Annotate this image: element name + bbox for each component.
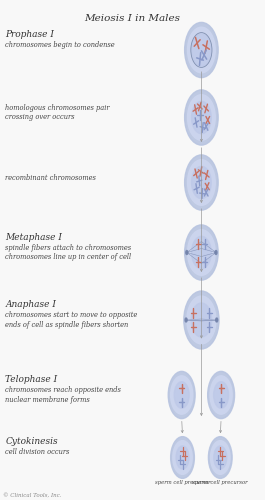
Text: homologous chromosomes pair
crossing over occurs: homologous chromosomes pair crossing ove… <box>5 104 110 122</box>
Ellipse shape <box>188 160 215 206</box>
Ellipse shape <box>214 446 227 469</box>
Ellipse shape <box>168 372 195 418</box>
Ellipse shape <box>208 436 232 478</box>
Text: Anaphase I: Anaphase I <box>5 300 56 309</box>
Text: Metaphase I: Metaphase I <box>5 232 62 241</box>
Text: Prophase I: Prophase I <box>5 30 54 39</box>
Ellipse shape <box>184 291 219 349</box>
Text: chromosomes start to move to opposite
ends of cell as spindle fibers shorten: chromosomes start to move to opposite en… <box>5 311 138 329</box>
Ellipse shape <box>192 236 211 268</box>
Text: recombinant chromosomes: recombinant chromosomes <box>5 174 96 182</box>
Ellipse shape <box>185 225 218 280</box>
Ellipse shape <box>191 303 212 337</box>
Ellipse shape <box>186 250 188 254</box>
Ellipse shape <box>187 296 216 344</box>
Ellipse shape <box>210 376 232 414</box>
Ellipse shape <box>188 230 215 276</box>
Ellipse shape <box>185 90 218 145</box>
Ellipse shape <box>192 34 211 66</box>
Ellipse shape <box>211 440 230 474</box>
Text: Meiosis I in Males: Meiosis I in Males <box>85 14 180 23</box>
Text: Cytokinesis: Cytokinesis <box>5 438 58 446</box>
Text: chromosomes begin to condense: chromosomes begin to condense <box>5 41 115 49</box>
Ellipse shape <box>216 318 218 322</box>
Text: cell division occurs: cell division occurs <box>5 448 70 456</box>
Ellipse shape <box>214 382 229 408</box>
Text: sperm cell precursor: sperm cell precursor <box>155 480 210 484</box>
Ellipse shape <box>173 440 192 474</box>
Text: sperm cell precursor: sperm cell precursor <box>192 480 248 484</box>
Ellipse shape <box>208 372 235 418</box>
Ellipse shape <box>185 22 218 78</box>
Text: spindle fibers attach to chromosomes
chromosomes line up in center of cell: spindle fibers attach to chromosomes chr… <box>5 244 131 262</box>
Ellipse shape <box>185 155 218 210</box>
Ellipse shape <box>185 318 187 322</box>
Ellipse shape <box>174 382 189 408</box>
Ellipse shape <box>176 446 189 469</box>
Ellipse shape <box>188 94 215 140</box>
Ellipse shape <box>171 376 193 414</box>
Text: Telophase I: Telophase I <box>5 375 58 384</box>
Ellipse shape <box>192 166 211 198</box>
Text: chromosomes reach opposite ends
nuclear membrane forms: chromosomes reach opposite ends nuclear … <box>5 386 121 404</box>
Ellipse shape <box>171 436 195 478</box>
Ellipse shape <box>188 27 215 73</box>
Ellipse shape <box>215 250 217 254</box>
Text: © Clinical Tools, Inc.: © Clinical Tools, Inc. <box>3 494 61 498</box>
Ellipse shape <box>192 102 211 134</box>
